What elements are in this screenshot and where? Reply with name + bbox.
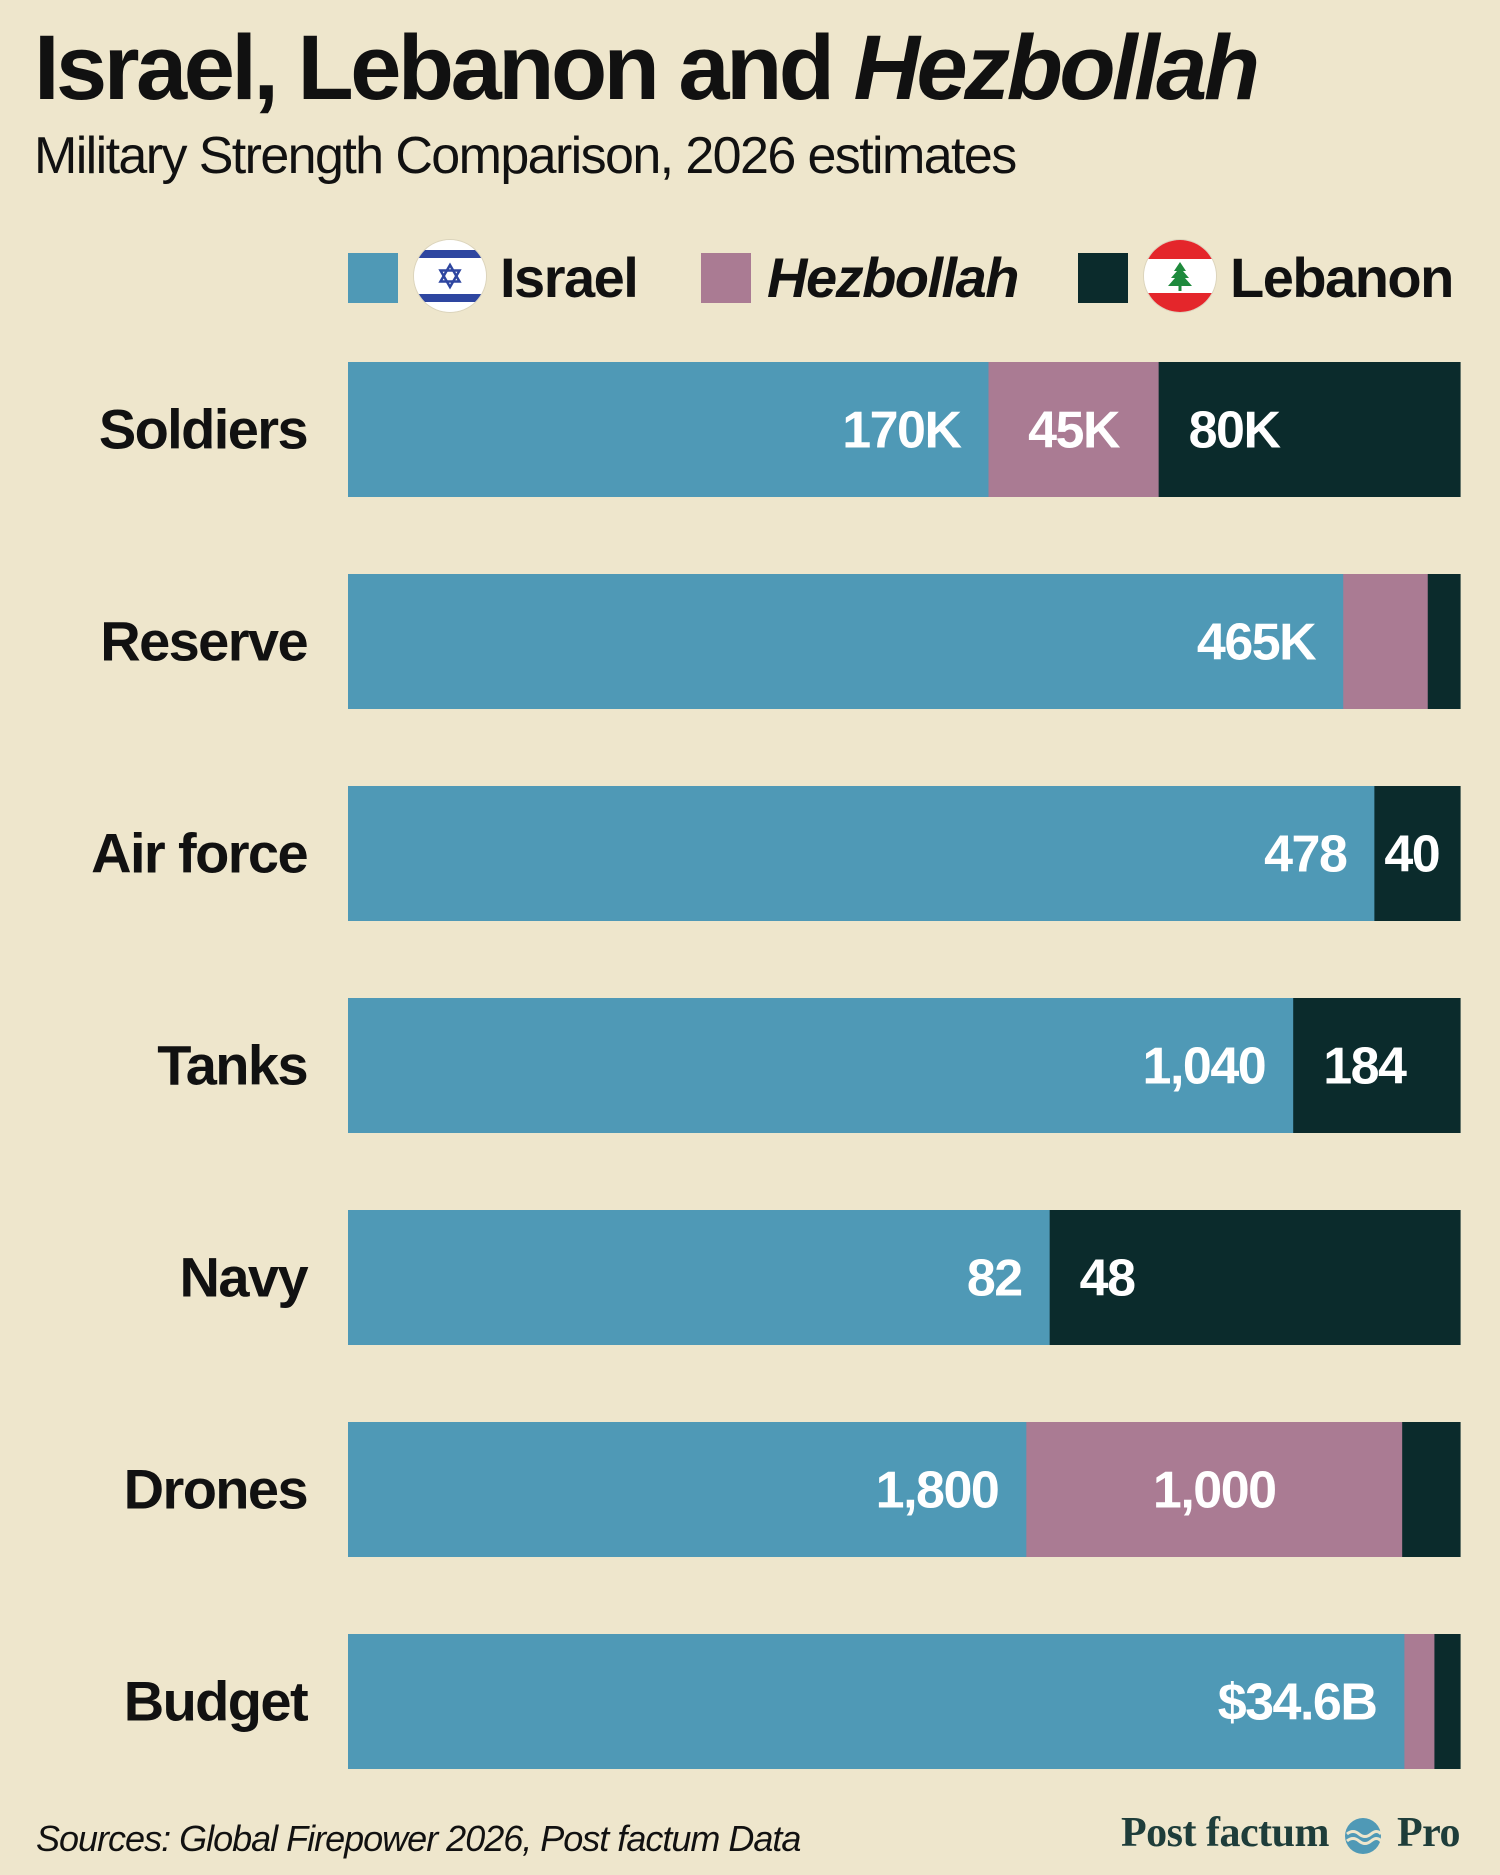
category-label-drones: Drones bbox=[124, 1458, 307, 1521]
legend-label-israel: Israel bbox=[500, 246, 639, 309]
bar-segment-drones-israel bbox=[348, 1422, 1027, 1557]
bar-segment-budget-hezbollah bbox=[1404, 1634, 1436, 1769]
bar-segment-soldiers-israel bbox=[348, 362, 990, 497]
data-label-soldiers-lebanon: 80K bbox=[1189, 402, 1282, 460]
bar-segment-soldiers-lebanon bbox=[1158, 362, 1461, 497]
category-label-soldiers: Soldiers bbox=[99, 398, 307, 461]
legend-label-hezbollah: Hezbollah bbox=[767, 246, 1019, 309]
brand-suffix: Pro bbox=[1396, 1810, 1461, 1856]
data-label-reserve-israel: 465K bbox=[1197, 614, 1317, 672]
data-label-navy-israel: 82 bbox=[967, 1250, 1022, 1308]
data-label-soldiers-hezbollah: 45K bbox=[1028, 402, 1121, 460]
bar-segment-navy-israel bbox=[348, 1210, 1051, 1345]
bar-segment-reserve-lebanon bbox=[1427, 574, 1461, 709]
legend-swatch-israel bbox=[348, 253, 398, 303]
subtitle: Military Strength Comparison, 2026 estim… bbox=[34, 127, 1017, 185]
category-label-budget: Budget bbox=[124, 1670, 308, 1733]
legend-swatch-hezbollah bbox=[701, 253, 751, 303]
bar-segment-drones-hezbollah bbox=[1026, 1422, 1403, 1557]
data-label-drones-israel: 1,800 bbox=[876, 1462, 999, 1520]
bar-segment-reserve-hezbollah bbox=[1343, 574, 1429, 709]
lebanon-flag-icon bbox=[1144, 240, 1216, 312]
page-title: Israel, Lebanon and Hezbollah bbox=[34, 17, 1260, 119]
bar-segment-navy-lebanon bbox=[1049, 1210, 1461, 1345]
bar-segment-drones-lebanon bbox=[1402, 1422, 1461, 1557]
category-label-navy: Navy bbox=[180, 1246, 309, 1309]
data-label-navy-lebanon: 48 bbox=[1080, 1250, 1135, 1308]
legend-swatch-lebanon bbox=[1078, 253, 1128, 303]
bar-segment-tanks-israel bbox=[348, 998, 1294, 1133]
brand-logo: Post factum Pro bbox=[1121, 1808, 1461, 1858]
category-label-air-force: Air force bbox=[91, 822, 307, 885]
bar-segment-tanks-lebanon bbox=[1293, 998, 1461, 1133]
bar-segment-soldiers-hezbollah bbox=[988, 362, 1160, 497]
data-label-tanks-lebanon: 184 bbox=[1323, 1038, 1407, 1096]
data-label-soldiers-israel: 170K bbox=[842, 402, 962, 460]
category-label-reserve: Reserve bbox=[100, 610, 307, 673]
title-part-2: Hezbollah bbox=[853, 17, 1260, 119]
bar-segment-budget-lebanon bbox=[1434, 1634, 1461, 1769]
bar-segment-reserve-israel bbox=[348, 574, 1344, 709]
category-label-tanks: Tanks bbox=[157, 1034, 307, 1097]
brand-wave-icon bbox=[1344, 1818, 1383, 1855]
legend-label-lebanon: Lebanon bbox=[1230, 246, 1454, 309]
bar-segment-air-force-israel bbox=[348, 786, 1375, 921]
legend: Israel Hezbollah Lebanon bbox=[348, 240, 1460, 316]
israel-flag-icon bbox=[414, 240, 486, 312]
data-label-air-force-lebanon: 40 bbox=[1384, 826, 1439, 884]
stacked-bar-chart: Soldiers 170K 45K 80K Reserve 465K Air force 47… bbox=[91, 362, 1461, 1769]
data-label-air-force-israel: 478 bbox=[1264, 826, 1347, 884]
data-label-tanks-israel: 1,040 bbox=[1143, 1038, 1266, 1096]
bar-segment-air-force-lebanon bbox=[1374, 786, 1461, 921]
data-label-budget-israel: $34.6B bbox=[1218, 1674, 1377, 1732]
bar-segment-budget-israel bbox=[348, 1634, 1405, 1769]
title-part-1: Israel, Lebanon and bbox=[34, 17, 854, 119]
data-label-drones-hezbollah: 1,000 bbox=[1153, 1462, 1276, 1520]
source-note: Sources: Global Firepower 2026, Post fac… bbox=[36, 1818, 801, 1859]
brand-name: Post factum bbox=[1121, 1810, 1329, 1856]
